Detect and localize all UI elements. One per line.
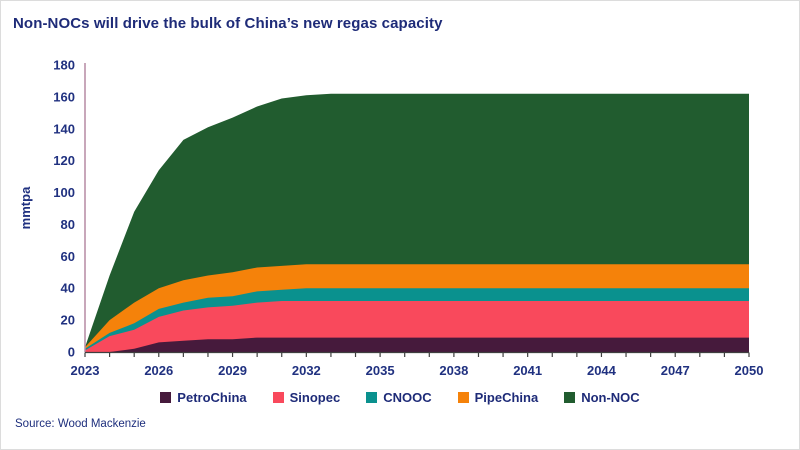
legend-label: CNOOC — [383, 390, 432, 405]
y-tick-label: 120 — [53, 153, 75, 168]
legend-item-non-noc: Non-NOC — [564, 390, 640, 405]
x-tick-label: 2038 — [439, 363, 468, 378]
y-tick-label: 80 — [61, 217, 75, 232]
x-tick-label: 2047 — [661, 363, 690, 378]
x-tick-label: 2050 — [735, 363, 764, 378]
legend-swatch — [366, 392, 378, 403]
x-tick-label: 2023 — [71, 363, 100, 378]
legend-swatch — [564, 392, 576, 403]
y-tick-label: 180 — [53, 58, 75, 73]
y-tick-label: 60 — [61, 249, 75, 264]
legend-label: Non-NOC — [581, 390, 640, 405]
y-tick-label: 20 — [61, 313, 75, 328]
x-tick-label: 2029 — [218, 363, 247, 378]
legend-item-pipechina: PipeChina — [457, 390, 539, 405]
x-tick-label: 2026 — [144, 363, 173, 378]
legend-swatch — [457, 392, 469, 403]
y-axis-title: mmtpa — [18, 186, 33, 229]
source-note: Source: Wood Mackenzie — [15, 418, 146, 430]
x-tick-label: 2032 — [292, 363, 321, 378]
x-tick-label: 2044 — [587, 363, 617, 378]
legend-item-petrochina: PetroChina — [160, 390, 247, 405]
y-tick-label: 160 — [53, 89, 75, 104]
y-tick-label: 0 — [68, 345, 75, 360]
legend-label: PipeChina — [474, 390, 539, 405]
chart-title: Non-NOCs will drive the bulk of China’s … — [13, 15, 443, 32]
y-tick-label: 40 — [61, 281, 75, 296]
legend-label: Sinopec — [289, 390, 341, 405]
legend-swatch — [160, 392, 172, 403]
legend-swatch — [272, 392, 284, 403]
x-tick-label: 2035 — [366, 363, 395, 378]
area-petrochina — [85, 337, 749, 352]
legend-item-cnooc: CNOOC — [366, 390, 432, 405]
y-tick-label: 140 — [53, 121, 75, 136]
legend-item-sinopec: Sinopec — [272, 390, 341, 405]
y-tick-label: 100 — [53, 185, 75, 200]
legend: PetroChina Sinopec CNOOC PipeChina Non-NOC — [1, 390, 799, 405]
x-tick-label: 2041 — [513, 363, 542, 378]
legend-label: PetroChina — [177, 390, 247, 405]
